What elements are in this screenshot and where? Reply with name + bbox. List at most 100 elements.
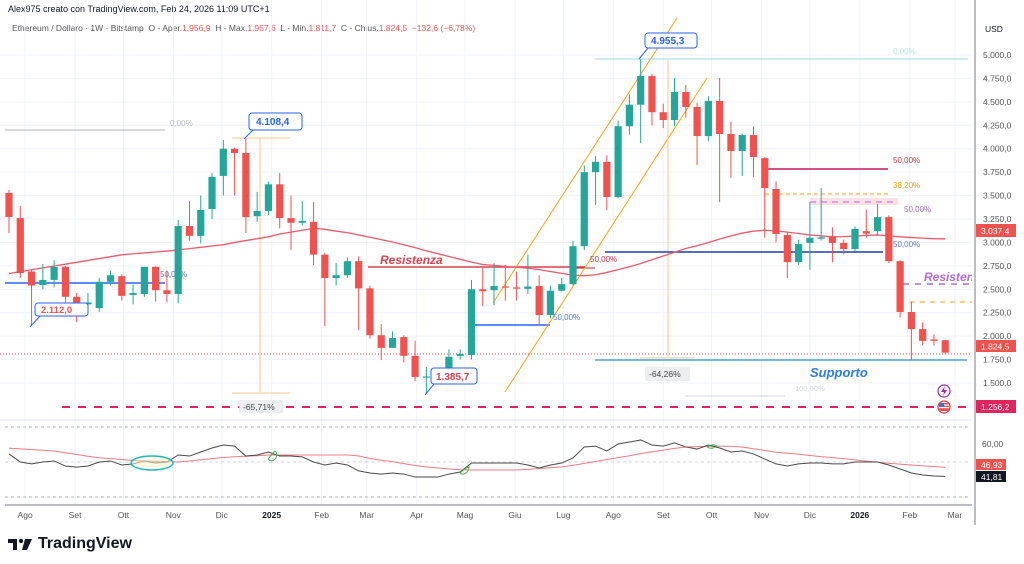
candle[interactable] (355, 256, 363, 331)
candle[interactable] (174, 219, 182, 304)
candle[interactable] (738, 133, 746, 176)
candle[interactable] (163, 270, 171, 303)
candle[interactable] (490, 263, 498, 306)
candle[interactable] (885, 215, 893, 264)
candle-body (670, 92, 679, 121)
tradingview-logo[interactable]: TradingView (8, 535, 132, 553)
candle[interactable] (501, 264, 509, 301)
candle-body (727, 134, 735, 152)
candle[interactable] (276, 173, 284, 229)
candle[interactable] (806, 202, 814, 271)
candle[interactable] (693, 102, 701, 166)
candle[interactable] (682, 84, 690, 118)
candle[interactable] (828, 227, 837, 263)
candle[interactable] (659, 103, 667, 129)
candle[interactable] (873, 204, 882, 236)
candle[interactable] (456, 349, 464, 360)
candle[interactable] (919, 322, 927, 346)
candle[interactable] (106, 270, 115, 286)
brand-name: TradingView (38, 535, 132, 552)
candle[interactable] (840, 239, 848, 255)
candle[interactable] (242, 138, 250, 234)
candle[interactable] (851, 226, 859, 252)
callout-high-1[interactable]: 4.108,4 (243, 112, 303, 140)
candle[interactable] (783, 232, 791, 279)
candle[interactable] (637, 59, 645, 144)
candle[interactable] (524, 254, 532, 294)
candle[interactable] (941, 340, 949, 354)
symbol-name[interactable]: Ethereum / Dollaro · 1W · Bitstamp (12, 23, 144, 33)
fib-right-382-label: 38,20% (893, 181, 920, 190)
candle[interactable] (185, 201, 194, 241)
candle[interactable] (467, 279, 476, 360)
drawing-labels: Resistenza 50,00% 50,00% 0,00% 50,00% 38… (29, 32, 972, 475)
candle[interactable] (513, 271, 521, 301)
candle[interactable] (580, 165, 588, 250)
candle[interactable] (377, 323, 385, 361)
candle[interactable] (231, 147, 239, 196)
candle[interactable] (298, 201, 306, 226)
candle[interactable] (716, 77, 724, 203)
time-axis[interactable]: Ago Set Ott Nov Dic 2025 Feb Mar Apr Mag Giu Lug Ago… (18, 510, 963, 520)
candle[interactable] (569, 240, 577, 286)
candle[interactable] (39, 263, 47, 290)
candle[interactable] (772, 181, 780, 243)
candle[interactable] (253, 191, 261, 222)
candle[interactable] (535, 275, 543, 325)
candle[interactable] (625, 94, 633, 135)
channel-upper-line[interactable] (492, 17, 678, 304)
candle[interactable] (648, 73, 656, 126)
candle[interactable] (16, 205, 24, 279)
candle[interactable] (907, 301, 915, 361)
us-flag-icon[interactable] (937, 400, 951, 414)
channel-lower-line[interactable] (504, 77, 708, 393)
candle[interactable] (332, 263, 340, 286)
candle[interactable] (388, 331, 397, 348)
candle-body (851, 228, 859, 250)
candle[interactable] (795, 239, 803, 265)
candle[interactable] (118, 274, 126, 301)
candle[interactable] (930, 334, 938, 346)
candle[interactable] (558, 278, 566, 292)
candle[interactable] (321, 252, 329, 326)
candle-body (355, 261, 363, 289)
candle[interactable] (422, 367, 430, 394)
candle[interactable] (152, 266, 160, 302)
candle[interactable] (614, 120, 622, 199)
candle[interactable] (546, 285, 555, 319)
candle[interactable] (761, 157, 769, 238)
callout-high-2[interactable]: 4.955,3 (638, 32, 698, 60)
candle[interactable] (400, 335, 408, 363)
candle[interactable] (591, 156, 600, 205)
candle[interactable] (140, 266, 148, 297)
candle[interactable] (862, 209, 870, 238)
candle[interactable] (95, 278, 103, 312)
price-axis[interactable]: 5.000,0 4.750,0 4.500,0 4.250,0 4.000,0 3.750… (983, 50, 1012, 388)
candle[interactable] (479, 266, 487, 307)
candle[interactable] (411, 340, 419, 382)
currency-label: USD (985, 24, 1003, 34)
candle[interactable] (366, 285, 374, 339)
candle[interactable] (704, 96, 712, 142)
candle[interactable] (129, 284, 137, 305)
lightning-icon[interactable] (937, 384, 951, 398)
callout-low-1[interactable]: 2.112,0 (29, 302, 89, 328)
candle[interactable] (343, 257, 351, 279)
candle[interactable] (896, 260, 904, 318)
candle[interactable] (219, 140, 227, 196)
candle[interactable] (50, 260, 58, 288)
callout-low-2[interactable]: 1.385,7 (424, 367, 478, 396)
candle[interactable] (670, 77, 679, 127)
candle[interactable] (817, 188, 825, 241)
candle[interactable] (287, 195, 295, 250)
candle[interactable] (603, 155, 611, 211)
candle[interactable] (208, 173, 216, 220)
candle[interactable] (5, 189, 13, 234)
candle[interactable] (264, 181, 273, 216)
candle[interactable] (727, 121, 735, 178)
candle[interactable] (309, 202, 318, 265)
candle[interactable] (197, 195, 205, 244)
candle[interactable] (749, 126, 758, 177)
candle[interactable] (27, 270, 36, 326)
